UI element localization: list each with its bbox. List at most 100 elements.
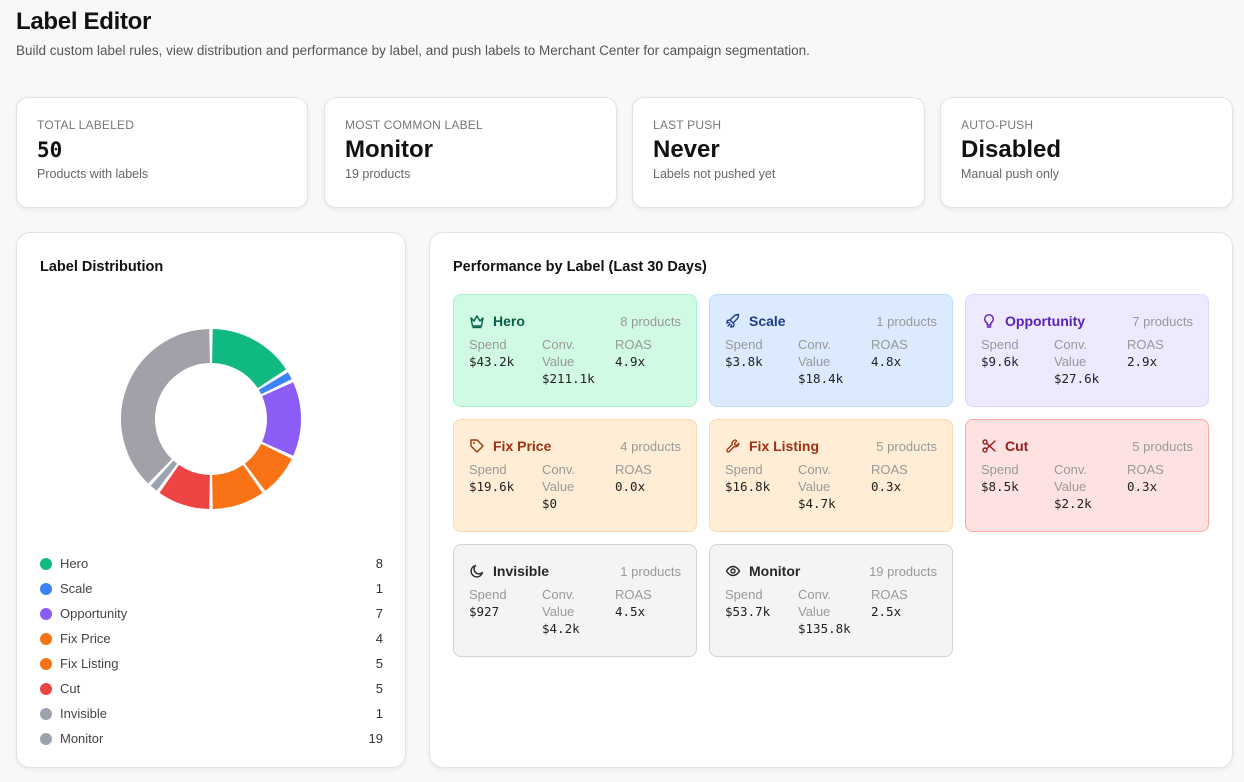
crown-icon <box>469 313 485 329</box>
performance-card-count: 4 products <box>620 438 681 454</box>
legend-dot <box>40 732 52 745</box>
metric-conv-value: Conv. Value $27.6k <box>1054 336 1127 387</box>
panel-title: Performance by Label (Last 30 Days) <box>453 259 707 275</box>
metric-conv-value: Conv. Value $4.2k <box>542 586 615 637</box>
legend-item-hero: Hero 8 <box>40 551 383 576</box>
legend-dot <box>40 582 52 595</box>
legend-dot <box>40 557 52 570</box>
metric-value: $27.6k <box>1054 371 1100 386</box>
legend-name: Fix Listing <box>60 656 119 671</box>
metric-value: $19.6k <box>469 479 515 494</box>
metric-conv-value: Conv. Value $0 <box>542 461 615 512</box>
legend-dot <box>40 657 52 670</box>
legend-name: Fix Price <box>60 631 111 646</box>
metric-spend: Spend $9.6k <box>981 336 1054 387</box>
legend-item-invisible: Invisible 1 <box>40 701 383 726</box>
metric-roas: ROAS 0.3x <box>871 461 944 512</box>
stat-label: LAST PUSH <box>653 118 722 132</box>
stat-value: Monitor <box>345 136 433 163</box>
metric-conv-value: Conv. Value $4.7k <box>798 461 871 512</box>
metric-value: $4.2k <box>542 621 580 636</box>
metric-spend: Spend $16.8k <box>725 461 798 512</box>
performance-card-count: 19 products <box>869 563 937 579</box>
performance-card-count: 5 products <box>876 438 937 454</box>
performance-card-fix-listing: Fix Listing 5 products Spend $16.8k Conv… <box>709 419 953 532</box>
metric-value: $0 <box>542 496 558 511</box>
metric-value: $135.8k <box>798 621 851 636</box>
metric-roas: ROAS 4.8x <box>871 336 944 387</box>
legend-item-fix-listing: Fix Listing 5 <box>40 651 383 676</box>
metric-spend: Spend $43.2k <box>469 336 542 387</box>
performance-card-hero: Hero 8 products Spend $43.2k Conv. Value… <box>453 294 697 407</box>
lightbulb-icon <box>981 313 997 329</box>
metric-value: $8.5k <box>981 479 1019 494</box>
metric-label: ROAS <box>615 337 652 352</box>
metric-label: Value <box>798 604 831 619</box>
stat-value: 50 <box>37 138 63 162</box>
stat-sub: 19 products <box>345 167 411 181</box>
metric-label: Conv. <box>542 337 575 352</box>
stat-label: AUTO-PUSH <box>961 118 1034 132</box>
stat-sub: Products with labels <box>37 167 149 181</box>
distribution-legend: Hero 8 Scale 1 Opportunity 7 Fix Price 4… <box>40 551 383 751</box>
performance-card-name: Hero <box>493 313 525 329</box>
metric-label: Value <box>1054 354 1087 369</box>
metric-value: $3.8k <box>725 354 763 369</box>
metric-roas: ROAS 2.9x <box>1127 336 1200 387</box>
metric-label: Value <box>542 354 575 369</box>
metric-conv-value: Conv. Value $18.4k <box>798 336 871 387</box>
metric-label: Spend <box>725 337 763 352</box>
donut-slice-hero <box>211 329 287 389</box>
legend-name: Opportunity <box>60 606 128 621</box>
donut-slice-cut <box>159 464 211 509</box>
performance-card-invisible: Invisible 1 products Spend $927 Conv. Va… <box>453 544 697 657</box>
performance-card-fix-price: Fix Price 4 products Spend $19.6k Conv. … <box>453 419 697 532</box>
legend-item-cut: Cut 5 <box>40 676 383 701</box>
legend-name: Scale <box>60 581 93 596</box>
legend-count: 7 <box>375 606 383 621</box>
performance-card-name: Fix Listing <box>749 438 819 454</box>
metric-value: 2.9x <box>1127 354 1158 369</box>
metric-label: Spend <box>469 587 507 602</box>
metric-roas: ROAS 4.5x <box>615 586 688 637</box>
metric-value: $211.1k <box>542 371 595 386</box>
wrench-icon <box>725 438 741 454</box>
legend-item-fix-price: Fix Price 4 <box>40 626 383 651</box>
metric-conv-value: Conv. Value $2.2k <box>1054 461 1127 512</box>
legend-item-scale: Scale 1 <box>40 576 383 601</box>
metric-spend: Spend $19.6k <box>469 461 542 512</box>
stat-value: Disabled <box>961 136 1062 163</box>
metric-label: Conv. <box>542 462 575 477</box>
metric-conv-value: Conv. Value $211.1k <box>542 336 615 387</box>
performance-card-name: Opportunity <box>1005 313 1086 329</box>
donut-slice-opportunity <box>261 382 301 456</box>
legend-count: 5 <box>375 681 383 696</box>
performance-by-label-panel: Performance by Label (Last 30 Days) Hero… <box>429 232 1233 768</box>
stat-card-most-common-label: MOST COMMON LABEL Monitor 19 products <box>324 97 617 208</box>
metric-label: Spend <box>725 587 763 602</box>
metric-label: ROAS <box>871 462 908 477</box>
metric-label: ROAS <box>871 587 908 602</box>
donut-slice-fix-price <box>244 443 292 491</box>
tag-icon <box>469 438 485 454</box>
legend-count: 4 <box>375 631 383 646</box>
rocket-icon <box>725 313 741 329</box>
legend-name: Cut <box>60 681 81 696</box>
label-distribution-panel: Label Distribution Hero 8 Scale 1 Opport… <box>16 232 406 768</box>
stat-sub: Labels not pushed yet <box>653 167 776 181</box>
metric-label: Value <box>1054 479 1087 494</box>
metric-roas: ROAS 0.3x <box>1127 461 1200 512</box>
metric-label: Value <box>798 354 831 369</box>
metric-value: $4.7k <box>798 496 836 511</box>
legend-count: 19 <box>368 731 383 746</box>
metric-value: $43.2k <box>469 354 515 369</box>
metric-label: Conv. <box>798 462 831 477</box>
stat-sub: Manual push only <box>961 167 1059 181</box>
metric-label: Value <box>798 479 831 494</box>
legend-dot <box>40 682 52 695</box>
legend-item-opportunity: Opportunity 7 <box>40 601 383 626</box>
metric-conv-value: Conv. Value $135.8k <box>798 586 871 637</box>
performance-card-opportunity: Opportunity 7 products Spend $9.6k Conv.… <box>965 294 1209 407</box>
metric-value: 4.8x <box>871 354 902 369</box>
metric-value: $53.7k <box>725 604 771 619</box>
